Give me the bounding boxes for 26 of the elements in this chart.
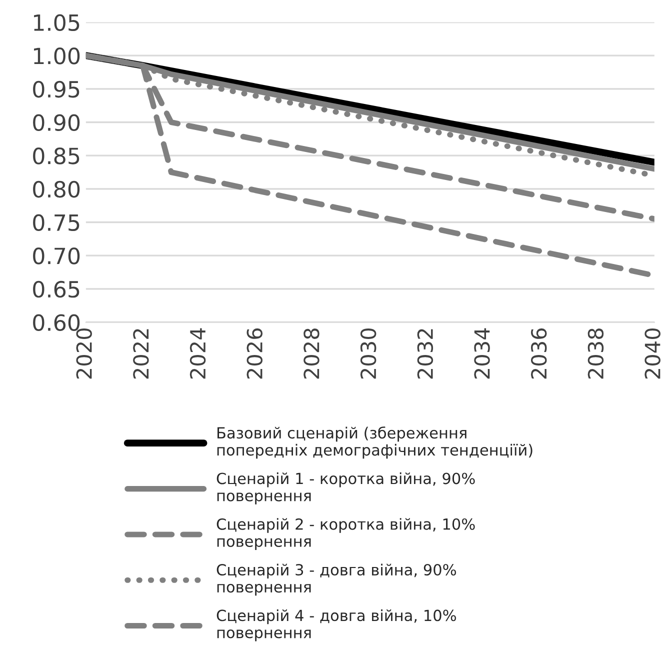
x-tick-label: 2028 <box>304 328 320 379</box>
x-tick-label: 2026 <box>246 328 263 379</box>
y-tick-label: 1.00 <box>34 48 80 64</box>
x-tick-label: 2034 <box>474 328 490 379</box>
legend-label: Сценарій 2 - коротка війна, 10% повернення <box>216 518 475 550</box>
y-tick-label: 0.80 <box>33 180 80 198</box>
legend-label: Сценарій 1 - коротка війна, 90% повернення <box>216 472 475 504</box>
x-tick-label: 2038 <box>588 328 604 379</box>
x-tick-label: 2032 <box>417 329 434 379</box>
x-tick-label: 2022 <box>133 329 149 379</box>
y-tick-label: 0.85 <box>33 148 80 164</box>
x-tick-label: 2040 <box>644 328 660 379</box>
y-tick-label: 1.05 <box>34 14 80 32</box>
legend-label: Базовий сценарій (збереження попередніх демографічних тенденціїй) <box>217 426 532 459</box>
legend-label: Сценарій 4 - довга війна, 10% повернення <box>216 609 456 642</box>
y-tick-label: 0.95 <box>33 80 80 98</box>
y-tick-label: 0.90 <box>33 114 80 132</box>
x-tick-label: 2020 <box>76 328 92 379</box>
legend-label: Сценарій 3 - довга війна, 90% повернення <box>216 564 456 596</box>
y-tick-label: 0.60 <box>33 314 80 332</box>
x-tick-label: 2036 <box>530 328 547 379</box>
x-tick-label: 2030 <box>360 328 376 379</box>
x-tick-label: 2024 <box>190 328 206 379</box>
y-tick-label: 0.75 <box>33 214 80 232</box>
y-tick-label: 0.65 <box>33 280 80 298</box>
y-tick-label: 0.70 <box>33 248 80 264</box>
